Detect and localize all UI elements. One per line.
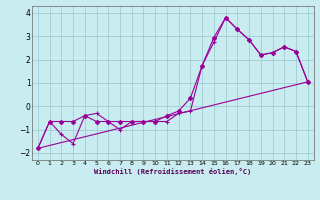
X-axis label: Windchill (Refroidissement éolien,°C): Windchill (Refroidissement éolien,°C) bbox=[94, 168, 252, 175]
